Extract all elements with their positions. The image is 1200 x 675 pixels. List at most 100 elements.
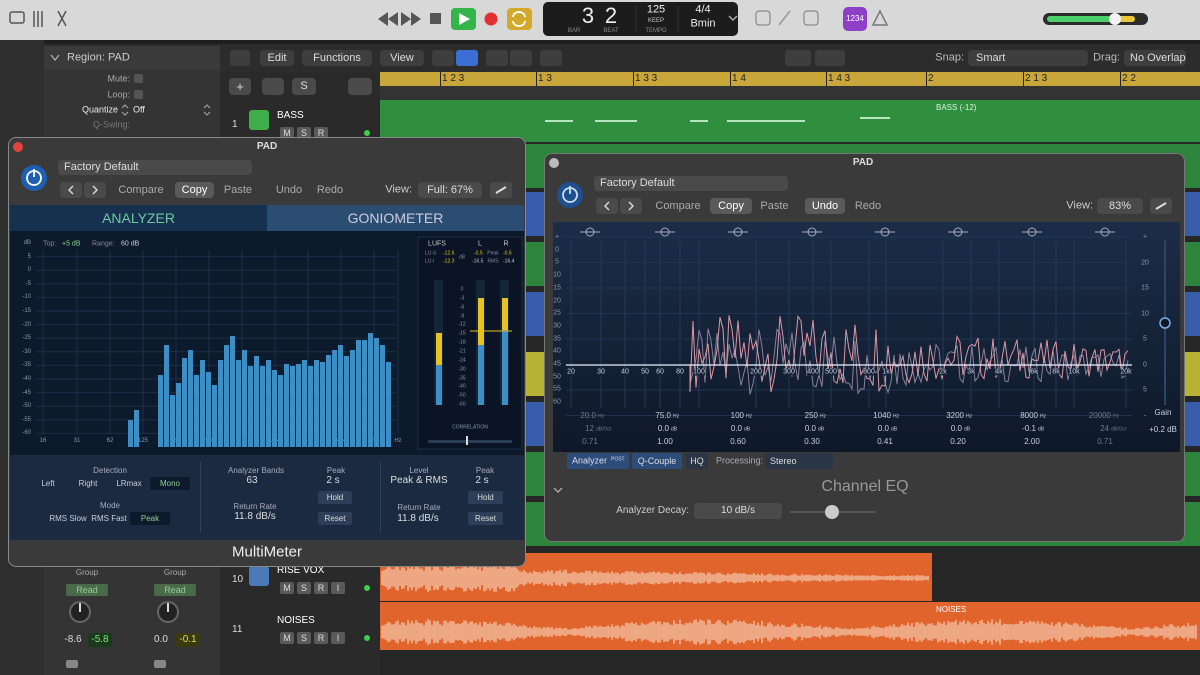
peak-left: -0.5 xyxy=(474,250,483,257)
track-icon xyxy=(249,616,269,636)
ruler-tick xyxy=(1120,72,1121,86)
mode-option[interactable]: Peak xyxy=(130,512,170,525)
hq-button[interactable]: HQ xyxy=(686,453,708,469)
peak-value: -0.1 xyxy=(179,634,197,645)
lcd-display xyxy=(543,2,738,36)
view-menu[interactable]: 83% xyxy=(1097,198,1143,214)
level-reset-button[interactable]: Reset xyxy=(468,512,503,525)
db-scale-label: 0 xyxy=(27,267,31,274)
q-couple-button[interactable]: Q-Couple xyxy=(632,453,682,469)
freq-scale-label: 20 xyxy=(567,368,575,376)
processing-menu[interactable]: Stereo xyxy=(765,453,833,469)
track-button[interactable]: R xyxy=(314,582,328,594)
preset-button[interactable]: Copy xyxy=(710,198,752,214)
ruler-label: 1 3 xyxy=(538,73,552,84)
mm-controls xyxy=(10,455,524,540)
track-button[interactable]: I xyxy=(331,632,345,644)
preset-button[interactable]: Paste xyxy=(760,200,789,212)
track-button[interactable]: R xyxy=(314,127,328,139)
peak-hold-label: Peak xyxy=(326,466,346,475)
ruler-label: 2 2 xyxy=(1122,73,1136,84)
detection-option[interactable]: Right xyxy=(78,479,98,488)
track-button[interactable]: M xyxy=(280,127,294,139)
ruler-tick xyxy=(536,72,537,86)
freq-scale-label: 100 xyxy=(693,368,705,376)
add-track-button[interactable]: + xyxy=(229,78,251,95)
preset-button[interactable]: Copy xyxy=(175,182,214,198)
automation-button[interactable]: Read xyxy=(66,584,108,596)
ruler-label: 2 xyxy=(928,73,934,84)
graphic xyxy=(478,345,484,405)
edit-menu[interactable]: Edit xyxy=(260,50,294,66)
track-button[interactable]: M xyxy=(280,582,294,594)
solo-all-button[interactable]: S xyxy=(292,78,316,95)
drag-menu[interactable]: No Overlap xyxy=(1124,50,1186,66)
freq-scale-label: 31 xyxy=(73,438,81,444)
meter-scale-label: -12 xyxy=(458,321,466,328)
stop-button xyxy=(430,13,441,24)
close-button[interactable] xyxy=(13,142,23,152)
mode-option[interactable]: RMS Slow xyxy=(49,514,87,523)
preset-menu[interactable]: Factory Default xyxy=(58,160,252,175)
view-menu[interactable]: Full: 67% xyxy=(418,182,482,198)
mode-option[interactable]: RMS Fast xyxy=(91,514,127,523)
right-channel-label: R xyxy=(503,240,509,248)
record-indicator xyxy=(364,130,370,136)
close-button[interactable] xyxy=(549,158,559,168)
preset-button[interactable]: Undo xyxy=(805,198,845,214)
band-q: 0.71 xyxy=(582,437,598,446)
track-button[interactable]: S xyxy=(297,582,311,594)
track-button[interactable]: M xyxy=(280,632,294,644)
processing-label: Processing: xyxy=(716,455,764,466)
view-menu[interactable]: View xyxy=(380,50,424,66)
graphic xyxy=(512,11,526,27)
freq-scale-label: 1k xyxy=(882,368,890,376)
analyzer-button[interactable] xyxy=(567,453,629,469)
analyzer-tab[interactable]: ANALYZER xyxy=(10,205,267,231)
range-label: Range: xyxy=(92,240,115,248)
tempo-mode: KEEP xyxy=(647,18,665,24)
toolbar-buttons xyxy=(230,50,845,66)
goniometer-tab[interactable]: GONIOMETER xyxy=(267,205,524,231)
graphic xyxy=(50,54,60,62)
detection-option[interactable]: Left xyxy=(41,479,55,488)
mode-label: Mode xyxy=(99,501,121,510)
preset-button[interactable]: Redo xyxy=(316,184,344,196)
preset-button[interactable]: Compare xyxy=(118,184,164,196)
band-frequency: 3200 xyxy=(946,411,964,420)
graphic xyxy=(604,201,634,211)
freq-scale-label: 60 xyxy=(656,368,664,376)
level-hold-button[interactable]: Hold xyxy=(468,491,503,504)
graphic xyxy=(84,182,106,198)
preset-button[interactable]: Compare xyxy=(655,200,701,212)
ruler-label: 1 4 3 xyxy=(828,73,851,84)
decay-menu[interactable]: 10 dB/s xyxy=(694,503,782,519)
functions-menu[interactable]: Functions xyxy=(302,50,372,66)
track-button[interactable]: R xyxy=(314,632,328,644)
track-button[interactable]: S xyxy=(297,127,311,139)
band-gain-unit: dB xyxy=(818,426,825,433)
count-in-button[interactable]: 1234 xyxy=(843,7,867,31)
ruler-tick xyxy=(1023,72,1024,86)
lu-i-label: LU-I xyxy=(425,258,435,265)
detection-option[interactable]: Mono xyxy=(150,477,190,490)
preset-menu[interactable]: Factory Default xyxy=(594,176,788,191)
snap-menu[interactable]: Smart xyxy=(968,50,1088,66)
view-label: View: xyxy=(385,183,412,196)
preset-button[interactable]: Redo xyxy=(854,200,882,212)
detection-option[interactable]: LRmax xyxy=(116,479,142,488)
freq-scale-label: 800 xyxy=(863,368,875,376)
track-button[interactable]: I xyxy=(331,582,345,594)
preset-button[interactable]: Paste xyxy=(223,184,253,196)
db-label: dB xyxy=(459,254,466,261)
ruler-tick xyxy=(730,72,731,86)
automation-button[interactable]: Read xyxy=(154,584,196,596)
db-scale-label: 5 xyxy=(555,258,559,266)
db-scale-label: 60 xyxy=(553,398,561,406)
track-button[interactable]: S xyxy=(297,632,311,644)
preset-button[interactable]: Undo xyxy=(275,184,303,196)
hold-button[interactable]: Hold xyxy=(318,491,352,504)
reset-button[interactable]: Reset xyxy=(318,512,352,525)
gain-scale-label: + xyxy=(1142,233,1148,241)
